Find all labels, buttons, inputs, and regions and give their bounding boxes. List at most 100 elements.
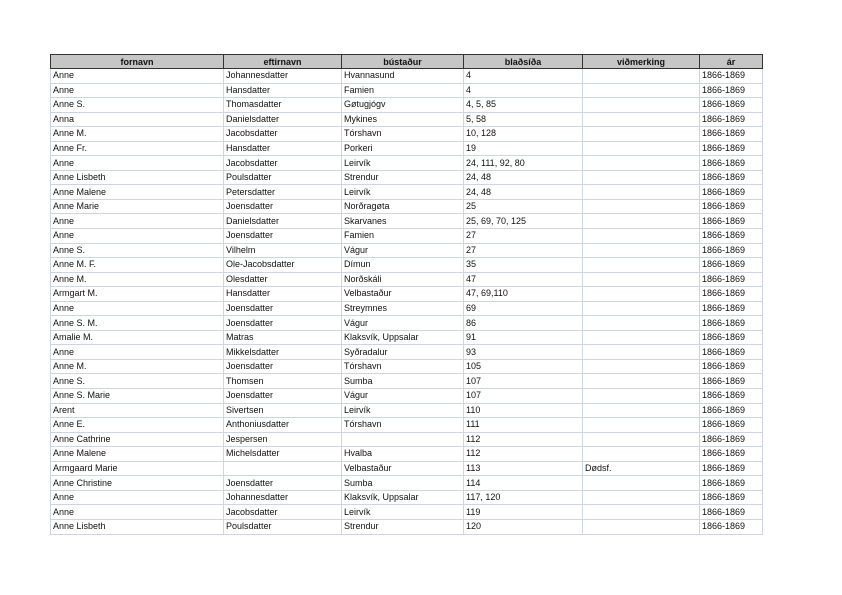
cell-fornavn: Amalie M. (50, 329, 224, 346)
cell-vidmerking (582, 213, 700, 230)
table-row: Armgaard Marie Velbastaður 113 Dødsf. 1866-1… (50, 460, 763, 477)
cell-bustadur: Famien (341, 82, 464, 99)
cell-vidmerking (582, 82, 700, 99)
cell-eftirnavn: Joensdatter (223, 475, 342, 491)
column-header-bustadur: bústaður (341, 54, 464, 69)
cell-ar: 1866-1869 (699, 257, 763, 273)
cell-bustadur: Mykines (341, 111, 464, 128)
table-row: Anne S. M. Joensdatter Vágur 86 1866-1869 (50, 315, 763, 331)
cell-vidmerking (582, 489, 700, 506)
cell-bladsida: 69 (463, 300, 583, 317)
column-header-ar: ár (699, 54, 763, 69)
cell-ar: 1866-1869 (699, 140, 763, 157)
cell-bladsida: 24, 111, 92, 80 (463, 155, 583, 171)
column-header-eftirnavn: eftirnavn (223, 54, 342, 69)
cell-bladsida: 25, 69, 70, 125 (463, 213, 583, 230)
cell-eftirnavn: Johannesdatter (223, 68, 342, 84)
cell-bladsida: 91 (463, 329, 583, 346)
table-row: Anne Joensdatter Famien 27 1866-1869 (50, 228, 763, 244)
cell-eftirnavn: Ole-Jacobsdatter (223, 257, 342, 273)
cell-ar: 1866-1869 (699, 286, 763, 302)
cell-eftirnavn: Joensdatter (223, 228, 342, 244)
cell-fornavn: Anne Fr. (50, 140, 224, 157)
cell-bladsida: 112 (463, 431, 583, 448)
cell-eftirnavn: Michelsdatter (223, 446, 342, 462)
cell-eftirnavn: Joensdatter (223, 388, 342, 404)
cell-ar: 1866-1869 (699, 431, 763, 448)
table-row: Anne E. Anthoniusdatter Tórshavn 111 1866-18… (50, 417, 763, 433)
cell-vidmerking (582, 97, 700, 113)
table-row: Anne S. Marie Joensdatter Vágur 107 1866-186… (50, 388, 763, 404)
cell-fornavn: Anne (50, 213, 224, 230)
cell-fornavn: Anne E. (50, 417, 224, 433)
cell-bustadur: Norðragøta (341, 198, 464, 215)
cell-eftirnavn: Thomasdatter (223, 97, 342, 113)
cell-vidmerking (582, 431, 700, 448)
cell-vidmerking (582, 446, 700, 462)
cell-bustadur: Tórshavn (341, 417, 464, 433)
cell-eftirnavn: Hansdatter (223, 286, 342, 302)
cell-bustadur: Strendur (341, 518, 464, 535)
cell-fornavn: Anne S. (50, 373, 224, 390)
cell-bustadur: Tórshavn (341, 126, 464, 142)
cell-bustadur: Velbastaður (341, 286, 464, 302)
cell-vidmerking (582, 169, 700, 186)
cell-eftirnavn: Vilhelm (223, 242, 342, 259)
cell-eftirnavn: Sivertsen (223, 402, 342, 419)
cell-bladsida: 27 (463, 242, 583, 259)
cell-fornavn: Anne (50, 504, 224, 520)
cell-eftirnavn: Jacobsdatter (223, 504, 342, 520)
cell-eftirnavn: Jacobsdatter (223, 126, 342, 142)
cell-fornavn: Anna (50, 111, 224, 128)
cell-bladsida: 120 (463, 518, 583, 535)
cell-bladsida: 24, 48 (463, 169, 583, 186)
cell-bustadur: Tórshavn (341, 358, 464, 375)
cell-bladsida: 105 (463, 358, 583, 375)
cell-eftirnavn: Joensdatter (223, 358, 342, 375)
cell-vidmerking (582, 155, 700, 171)
cell-eftirnavn: Hansdatter (223, 140, 342, 157)
table-row: Anne Danielsdatter Skarvanes 25, 69, 70, 12… (50, 213, 763, 230)
cell-vidmerking (582, 504, 700, 520)
cell-ar: 1866-1869 (699, 417, 763, 433)
cell-fornavn: Anne (50, 82, 224, 99)
cell-ar: 1866-1869 (699, 68, 763, 84)
cell-bladsida: 113 (463, 460, 583, 477)
cell-ar: 1866-1869 (699, 504, 763, 520)
cell-ar: 1866-1869 (699, 373, 763, 390)
table-row: Anne Malene Petersdatter Leirvík 24, 48 1866… (50, 184, 763, 200)
cell-eftirnavn (223, 460, 342, 477)
cell-fornavn: Armgart M. (50, 286, 224, 302)
cell-fornavn: Anne (50, 155, 224, 171)
cell-bustadur: Skarvanes (341, 213, 464, 230)
cell-eftirnavn: Matras (223, 329, 342, 346)
cell-bustadur: Strendur (341, 169, 464, 186)
cell-eftirnavn: Danielsdatter (223, 213, 342, 230)
cell-ar: 1866-1869 (699, 489, 763, 506)
cell-bladsida: 107 (463, 388, 583, 404)
cell-bladsida: 35 (463, 257, 583, 273)
cell-bustadur: Leirvík (341, 184, 464, 200)
cell-ar: 1866-1869 (699, 126, 763, 142)
cell-bladsida: 27 (463, 228, 583, 244)
cell-bustadur: Sumba (341, 475, 464, 491)
cell-eftirnavn: Jacobsdatter (223, 155, 342, 171)
cell-bladsida: 4 (463, 68, 583, 84)
cell-bladsida: 111 (463, 417, 583, 433)
cell-bustadur: Klaksvík, Uppsalar (341, 329, 464, 346)
cell-fornavn: Anne M. F. (50, 257, 224, 273)
cell-ar: 1866-1869 (699, 184, 763, 200)
cell-bladsida: 86 (463, 315, 583, 331)
table-row: Anne Cathrine Jespersen 112 1866-1869 (50, 431, 763, 448)
cell-vidmerking: Dødsf. (582, 460, 700, 477)
cell-eftirnavn: Thomsen (223, 373, 342, 390)
cell-bladsida: 112 (463, 446, 583, 462)
cell-ar: 1866-1869 (699, 358, 763, 375)
cell-fornavn: Anne Lisbeth (50, 169, 224, 186)
table-row: Armgart M. Hansdatter Velbastaður 47, 69,11… (50, 286, 763, 302)
cell-bustadur: Velbastaður (341, 460, 464, 477)
cell-fornavn: Anne Lisbeth (50, 518, 224, 535)
column-header-vidmerking: viðmerking (582, 54, 700, 69)
table-row: Anne S. Thomsen Sumba 107 1866-1869 (50, 373, 763, 390)
cell-fornavn: Anne M. (50, 271, 224, 288)
